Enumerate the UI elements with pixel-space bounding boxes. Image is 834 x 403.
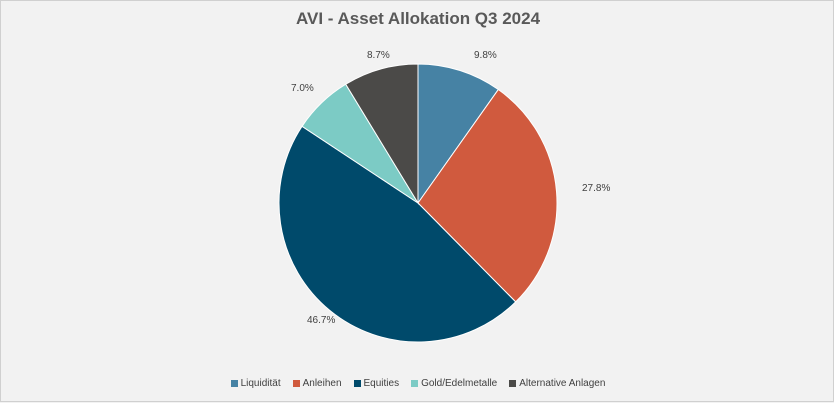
chart-title: AVI - Asset Allokation Q3 2024 (295, 9, 541, 28)
pie-slice-1 (417, 63, 499, 205)
slice-value-label: 27.8% (582, 183, 610, 194)
chart-legend: Liquidität Anleihen Equities Gold/Edelmetal… (1, 378, 834, 389)
legend-swatch (411, 380, 419, 387)
pie-slice-5 (345, 63, 419, 205)
legend-item: Equities (353, 378, 400, 389)
legend-item: Liquidität (230, 378, 281, 389)
legend-label: Equities (363, 378, 400, 389)
slice-value-label: 7.0% (291, 83, 314, 94)
legend-item: Gold/Edelmetalle (411, 378, 497, 389)
legend-item: Alternative Anlagen (509, 378, 605, 389)
slice-value-label: 9.8% (474, 50, 497, 61)
slice-value-label: 8.7% (367, 50, 390, 61)
legend-swatch (353, 380, 361, 387)
legend-swatch (230, 380, 238, 387)
legend-swatch (292, 380, 300, 387)
legend-label: Gold/Edelmetalle (421, 378, 498, 389)
legend-label: Liquidität (240, 378, 281, 389)
legend-label: Anleihen (302, 378, 342, 389)
pie-slice-3 (278, 125, 517, 343)
legend-swatch (509, 380, 517, 387)
pie-slice-2 (417, 88, 558, 303)
legend-label: Alternative Anlagen (519, 378, 606, 389)
legend-item: Anleihen (292, 378, 342, 389)
slice-value-label: 46.7% (307, 315, 335, 326)
